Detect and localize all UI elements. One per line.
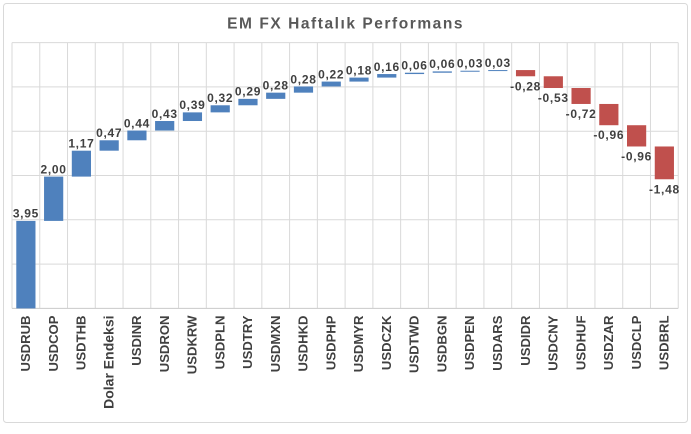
- svg-text:2,00: 2,00: [41, 162, 67, 176]
- svg-text:USDTRY: USDTRY: [240, 315, 255, 369]
- svg-text:-1,48: -1,48: [649, 182, 680, 196]
- svg-text:0,32: 0,32: [207, 91, 233, 105]
- svg-text:USDARS: USDARS: [490, 315, 505, 371]
- svg-text:USDTHB: USDTHB: [74, 316, 89, 371]
- svg-text:USDRUB: USDRUB: [18, 316, 33, 372]
- svg-text:0,29: 0,29: [235, 85, 261, 99]
- svg-text:0,44: 0,44: [124, 116, 150, 130]
- svg-text:USDCNY: USDCNY: [546, 315, 561, 371]
- svg-text:USDHUF: USDHUF: [573, 316, 588, 371]
- svg-text:USDBRL: USDBRL: [657, 316, 672, 371]
- svg-text:0,06: 0,06: [429, 57, 455, 71]
- svg-text:0,03: 0,03: [457, 57, 483, 71]
- svg-text:USDKRW: USDKRW: [185, 315, 200, 374]
- svg-text:Dolar Endeksi: Dolar Endeksi: [100, 316, 116, 409]
- svg-text:-0,96: -0,96: [621, 150, 652, 164]
- svg-text:USDCOP: USDCOP: [46, 315, 61, 371]
- svg-text:USDBGN: USDBGN: [434, 316, 449, 373]
- svg-text:USDIDR: USDIDR: [518, 315, 533, 366]
- svg-text:USDCLP: USDCLP: [629, 315, 644, 369]
- svg-text:0,39: 0,39: [179, 98, 205, 112]
- svg-text:0,18: 0,18: [346, 63, 372, 77]
- svg-text:USDRON: USDRON: [157, 316, 172, 373]
- svg-text:USDMXN: USDMXN: [268, 316, 283, 373]
- svg-text:USDMYR: USDMYR: [351, 315, 366, 372]
- svg-text:0,03: 0,03: [485, 56, 511, 70]
- svg-text:USDPLN: USDPLN: [212, 316, 227, 370]
- svg-text:0,43: 0,43: [152, 107, 178, 121]
- svg-text:1,17: 1,17: [68, 137, 94, 151]
- svg-text:USDZAR: USDZAR: [601, 315, 616, 370]
- svg-text:0,22: 0,22: [318, 67, 344, 81]
- svg-text:0,16: 0,16: [374, 60, 400, 74]
- svg-text:EM FX Haftalık Performans: EM FX Haftalık Performans: [227, 16, 464, 33]
- svg-text:-0,72: -0,72: [566, 107, 597, 121]
- svg-text:0,06: 0,06: [401, 59, 427, 73]
- svg-text:USDHKD: USDHKD: [296, 316, 311, 372]
- svg-text:3,95: 3,95: [13, 207, 39, 221]
- svg-text:0,47: 0,47: [96, 126, 122, 140]
- svg-text:0,28: 0,28: [290, 72, 316, 86]
- svg-text:USDTWD: USDTWD: [407, 316, 422, 373]
- svg-text:USDCZK: USDCZK: [379, 315, 394, 370]
- svg-text:0,28: 0,28: [263, 79, 289, 93]
- svg-text:-0,28: -0,28: [510, 79, 541, 93]
- svg-text:USDPEN: USDPEN: [462, 316, 477, 371]
- svg-text:-0,96: -0,96: [593, 128, 624, 142]
- svg-text:USDPHP: USDPHP: [323, 315, 338, 370]
- svg-text:USDINR: USDINR: [129, 315, 144, 366]
- svg-text:-0,53: -0,53: [538, 91, 569, 105]
